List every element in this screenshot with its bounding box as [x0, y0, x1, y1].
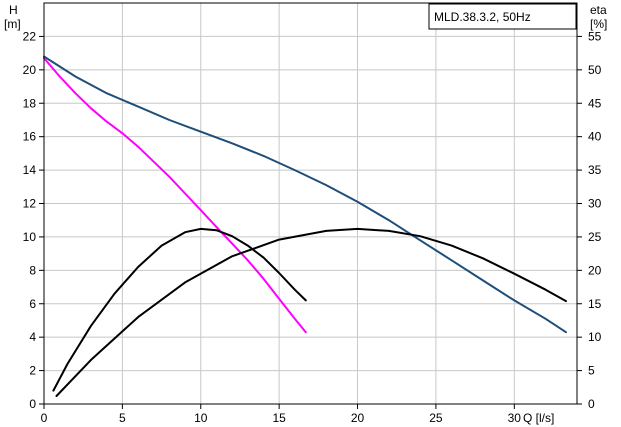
right-tick-label: 5 [588, 364, 595, 378]
series-line-2 [43, 57, 307, 334]
right-tick-label: 50 [588, 63, 602, 77]
x-tick-label: 0 [41, 411, 48, 425]
x-axis-label: Q [l/s] [523, 411, 554, 425]
x-tick-label: 25 [429, 411, 443, 425]
left-tick-label: 20 [23, 63, 37, 77]
x-tick-label: 20 [351, 411, 365, 425]
title-box [428, 3, 577, 30]
left-tick-label: 18 [23, 96, 37, 110]
left-axis-label-h: H [9, 3, 18, 17]
left-tick-label: 6 [29, 297, 36, 311]
x-tick-label: 15 [272, 411, 286, 425]
right-axis-label-unit: [%] [590, 17, 607, 31]
left-tick-label: 4 [29, 330, 36, 344]
left-axis-label-unit: [m] [4, 17, 21, 31]
right-tick-label: 0 [588, 397, 595, 411]
x-tick-label: 5 [119, 411, 126, 425]
grid [44, 3, 577, 404]
curves [43, 55, 567, 397]
right-tick-label: 15 [588, 297, 602, 311]
left-tick-label: 10 [23, 230, 37, 244]
right-tick-label: 20 [588, 263, 602, 277]
left-tick-label: 14 [23, 163, 37, 177]
right-tick-label: 55 [588, 29, 602, 43]
right-axis-label-eta: eta [590, 3, 607, 17]
left-tick-label: 12 [23, 197, 37, 211]
right-tick-label: 25 [588, 230, 602, 244]
left-tick-label: 22 [23, 29, 37, 43]
x-tick-label: 10 [194, 411, 208, 425]
right-tick-label: 45 [588, 96, 602, 110]
right-tick-label: 30 [588, 197, 602, 211]
chart-title: MLD.38.3.2, 50Hz [434, 10, 531, 24]
series-line-3 [52, 227, 307, 392]
series-line-1 [43, 55, 567, 334]
left-tick-label: 2 [29, 364, 36, 378]
left-tick-label: 16 [23, 130, 37, 144]
right-tick-label: 35 [588, 163, 602, 177]
right-tick-label: 10 [588, 330, 602, 344]
plot-frame [43, 2, 578, 405]
left-tick-label: 0 [29, 397, 36, 411]
x-tick-label: 30 [508, 411, 522, 425]
right-tick-label: 40 [588, 130, 602, 144]
ticks: 0 5 10 15 20 25 30 0 2 4 6 8 10 12 14 16 18 20 22 0 5 10 15 20 2… [23, 29, 602, 425]
series-line-4 [55, 227, 567, 397]
left-tick-label: 8 [29, 263, 36, 277]
